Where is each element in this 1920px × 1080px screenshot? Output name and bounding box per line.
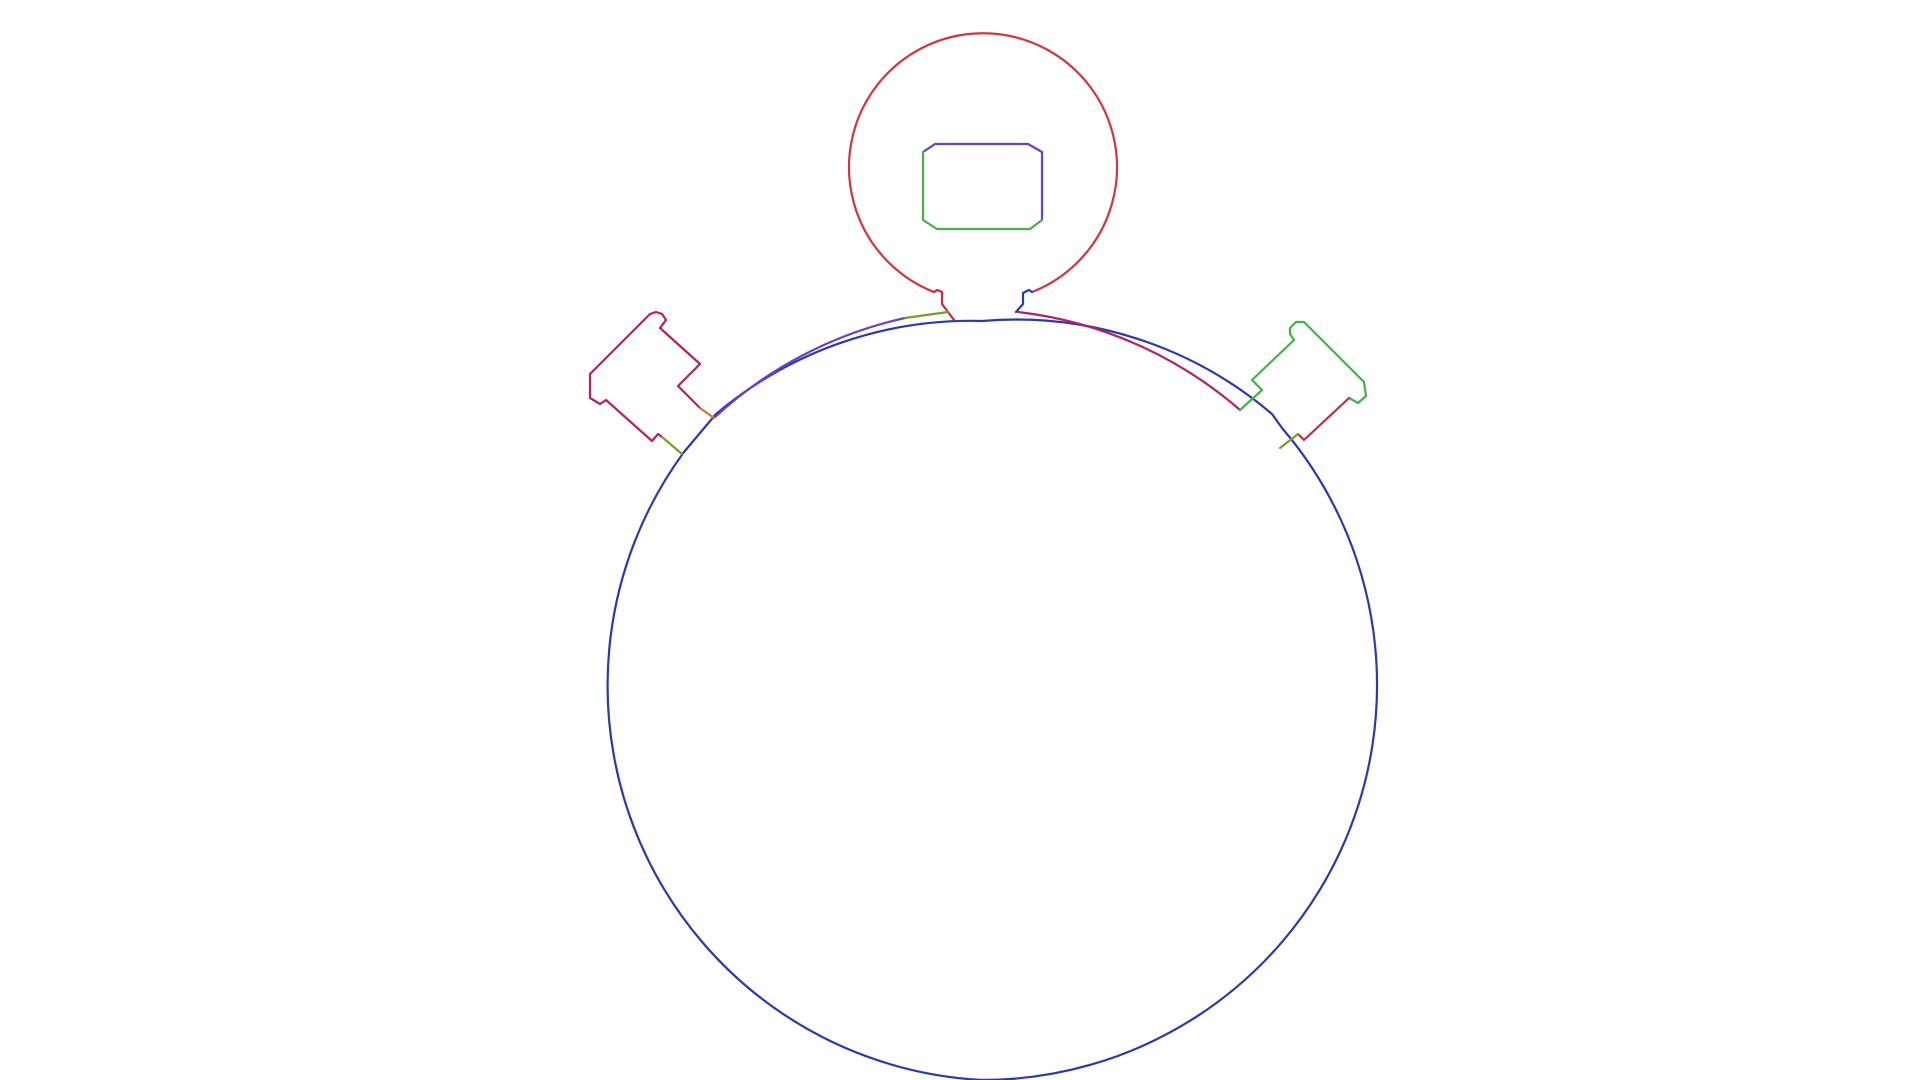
left-pusher-collar <box>700 408 714 418</box>
body-outline-right <box>982 320 1377 1080</box>
body-outline-left <box>608 321 982 1080</box>
stopwatch-body <box>608 312 1377 1080</box>
crown-neck-right <box>1016 290 1032 312</box>
stopwatch-crown <box>849 33 1117 320</box>
left-pusher-base <box>662 437 682 454</box>
window-bottom-left <box>923 152 1042 229</box>
body-inner-ring-right <box>1018 312 1240 410</box>
right-pusher-lower <box>1298 398 1349 440</box>
left-pusher-outline <box>590 312 700 441</box>
crown-ring <box>849 33 1117 292</box>
crown-collar-left <box>905 312 948 318</box>
crown-window <box>923 144 1042 229</box>
left-pusher-button <box>590 312 714 454</box>
crown-neck-left <box>934 290 954 320</box>
right-pusher-button <box>1240 322 1366 448</box>
right-pusher-outline <box>1240 322 1366 410</box>
window-top <box>923 144 1042 220</box>
